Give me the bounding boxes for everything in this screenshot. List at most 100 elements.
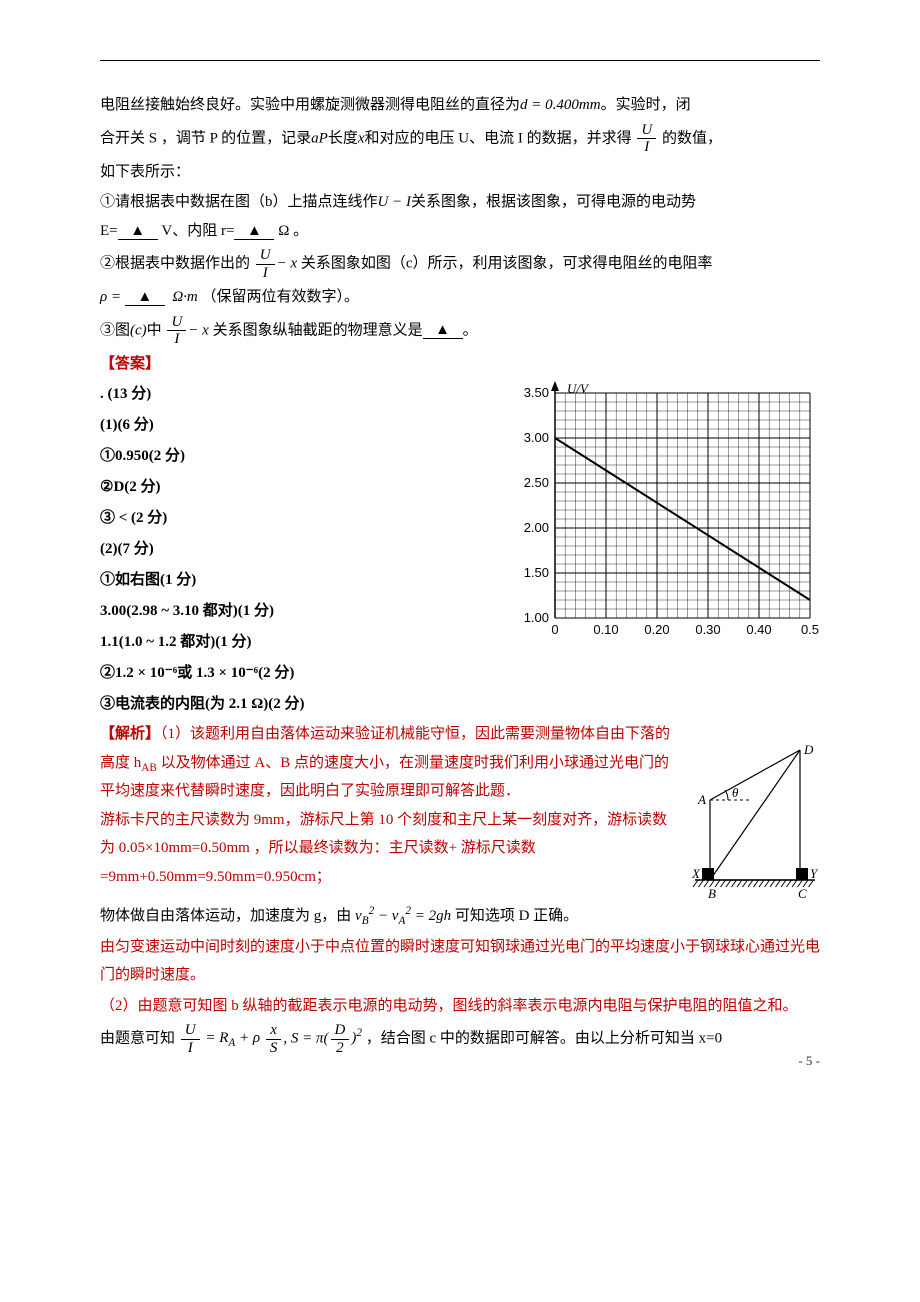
analysis-p6: 由题意可知 UI = RA + ρ xS, S = π(D2)2 ，结合图 c … [100, 1022, 820, 1056]
svg-text:0: 0 [551, 622, 558, 637]
svg-text:0.20: 0.20 [644, 622, 669, 637]
blank-q3: ▲ [423, 323, 463, 339]
text: ①请根据表中数据在图（b）上描点连线作 [100, 194, 378, 210]
analysis-label: 【解析】 [100, 726, 160, 742]
frac-ui4: UI [181, 1022, 200, 1056]
x: x [358, 130, 365, 146]
intro-line1: 电阻丝接触始终良好。实验中用螺旋测微器测得电阻丝的直径为d = 0.400mm。… [100, 91, 820, 120]
text: 中 [147, 322, 162, 338]
svg-text:D: D [803, 742, 814, 757]
svg-text:0.5: 0.5 [801, 622, 819, 637]
text: 关系图象如图（c）所示，利用该图象，可求得电阻丝的电阻率 [301, 255, 713, 271]
svg-text:C: C [798, 886, 807, 900]
analysis-block: 【解析】（1）该题利用自由落体运动来验证机械能守恒，因此需要测量物体自由下落的高… [100, 720, 680, 891]
rho: ρ = [100, 289, 121, 305]
ui-rel: U − I [378, 194, 411, 210]
text: 合开关 S ，调节 P 的位置，记录 [100, 130, 311, 146]
num: U [256, 247, 275, 265]
c: (c) [130, 322, 147, 338]
svg-text:2.00: 2.00 [524, 520, 549, 535]
text: 、内阻 r= [172, 223, 234, 239]
ans-row: 1.1(1.0 ~ 1.2 都对)(1 分) [100, 627, 500, 657]
ans-row: ③电流表的内阻(为 2.1 Ω)(2 分) [100, 689, 500, 719]
svg-text:X: X [691, 866, 701, 881]
ans-row: (1)(6 分) [100, 410, 500, 440]
num: U [167, 314, 186, 332]
text: 关系图象纵轴截距的物理意义是 [213, 322, 423, 338]
rho-line: ρ = ▲ Ω·m （保留两位有效数字）。 [100, 283, 820, 312]
ans-row: ①如右图(1 分) [100, 565, 500, 595]
text: 可知选项 D 正确。 [455, 908, 578, 924]
text: 关系图象，根据该图象，可得电源的电动势 [411, 194, 696, 210]
analysis-p1: （1）该题利用自由落体运动来验证机械能守恒，因此需要测量物体自由下落的高度 hA… [100, 726, 670, 799]
num: x [266, 1022, 282, 1040]
analysis-p5: （2）由题意可知图 b 纵轴的截距表示电源的电动势，图线的斜率表示电源内电阻与保… [100, 992, 820, 1021]
ans-row: ②D(2 分) [100, 472, 500, 502]
svg-text:U/V: U/V [567, 381, 590, 396]
text: ③图 [100, 322, 130, 338]
intro-line2: 合开关 S ，调节 P 的位置，记录aP长度x和对应的电压 U、电流 I 的数据… [100, 122, 820, 156]
text: ，结合图 c 中的数据即可解答。由以上分析可知当 x=0 [366, 1030, 722, 1046]
intro-line3: 如下表所示： [100, 158, 820, 187]
frac-ui2: UI [256, 247, 275, 281]
minus-x: − x [277, 255, 298, 271]
minus-x3: − x [188, 322, 209, 338]
eq3: , S = π( [283, 1030, 328, 1046]
q3: ③图(c)中 UI− x 关系图象纵轴截距的物理意义是▲。 [100, 314, 820, 348]
den: I [181, 1040, 200, 1057]
ans-row: ③ < (2 分) [100, 503, 500, 533]
analysis-p3: 物体做自由落体运动，加速度为 g，由 vB2 − vA2 = 2gh 可知选项 … [100, 902, 820, 931]
svg-text:3.00: 3.00 [524, 430, 549, 445]
analysis-and-fig: 【解析】（1）该题利用自由落体运动来验证机械能守恒，因此需要测量物体自由下落的高… [100, 720, 820, 900]
ap: aP [311, 130, 328, 146]
frac-xs: xS [266, 1022, 282, 1056]
eq2: = RA + ρ [205, 1030, 264, 1046]
svg-text:0.30: 0.30 [695, 622, 720, 637]
rho-note: （保留两位有效数字）。 [202, 289, 360, 305]
text: 物体做自由落体运动，加速度为 g，由 [100, 908, 351, 924]
num: D [331, 1022, 350, 1040]
eq4: )2 [351, 1030, 362, 1046]
page-number: - 5 - [798, 1049, 820, 1074]
text: 和对应的电压 U、电流 I 的数据，并求得 [365, 130, 632, 146]
text: ②根据表中数据作出的 [100, 255, 250, 271]
num: U [637, 122, 656, 140]
den: 2 [331, 1040, 350, 1057]
text: 由题意可知 [100, 1030, 175, 1046]
analysis-p2: 游标卡尺的主尺读数为 9mm，游标尺上第 10 个刻度和主尺上某一刻度对齐，游标… [100, 806, 680, 892]
analysis-p4: 由匀变速运动中间时刻的速度小于中点位置的瞬时速度可知钢球通过光电门的平均速度小于… [100, 933, 820, 990]
den: I [637, 139, 656, 156]
ans-row: ①0.950(2 分) [100, 441, 500, 471]
ans-row: 3.00(2.98 ~ 3.10 都对)(1 分) [100, 596, 500, 626]
den: I [256, 265, 275, 282]
blank-r: ▲ [234, 224, 274, 240]
eq: vB2 − vA2 = 2gh [355, 908, 451, 924]
ans-row: (2)(7 分) [100, 534, 500, 564]
blank-rho: ▲ [125, 290, 165, 306]
frac-ui3: UI [167, 314, 186, 348]
answer-list: . (13 分) (1)(6 分) ①0.950(2 分) ②D(2 分) ③ … [100, 378, 500, 720]
sub-ab: AB [141, 762, 157, 774]
svg-text:2.50: 2.50 [524, 475, 549, 490]
answer-label: 【答案】 [100, 350, 820, 379]
frac-d2: D2 [331, 1022, 350, 1056]
num: U [181, 1022, 200, 1040]
svg-text:0.40: 0.40 [746, 622, 771, 637]
ans-row: ②1.2 × 10⁻⁶或 1.3 × 10⁻⁶(2 分) [100, 658, 500, 688]
svg-text:Y: Y [810, 866, 819, 881]
rho-unit: Ω·m [172, 289, 197, 305]
q1: ①请根据表中数据在图（b）上描点连线作U − I关系图象，根据该图象，可得电源的… [100, 188, 820, 245]
ui-chart: 1.001.502.002.503.003.5000.100.200.300.4… [510, 378, 820, 648]
text: 。实验时，闭 [601, 97, 691, 113]
svg-text:1.50: 1.50 [524, 565, 549, 580]
q2: ②根据表中数据作出的 UI− x 关系图象如图（c）所示，利用该图象，可求得电阻… [100, 247, 820, 281]
text: E= [100, 223, 118, 239]
text: 电阻丝接触始终良好。实验中用螺旋测微器测得电阻丝的直径为 [100, 97, 520, 113]
den: S [266, 1040, 282, 1057]
blank-E: ▲ [118, 224, 158, 240]
text: 长度 [328, 130, 358, 146]
answer-and-chart: . (13 分) (1)(6 分) ①0.950(2 分) ②D(2 分) ③ … [100, 378, 820, 720]
frac-ui: UI [637, 122, 656, 156]
unitV: V [161, 223, 172, 239]
svg-text:θ: θ [732, 785, 739, 800]
